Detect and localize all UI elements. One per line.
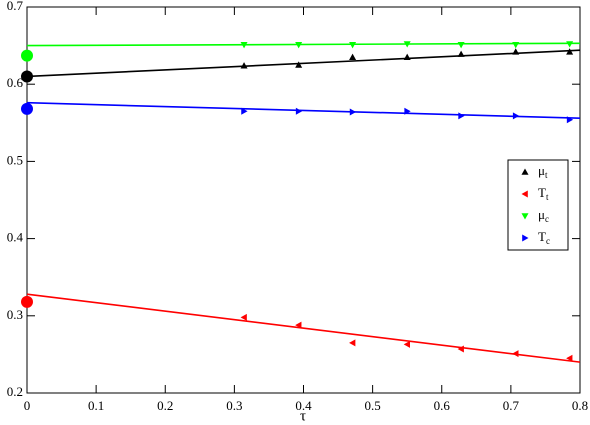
marker — [349, 108, 357, 116]
y-tick-label: 0.4 — [7, 230, 24, 245]
y-tick-label: 0.3 — [7, 307, 23, 322]
marker — [512, 112, 520, 120]
x-tick-label: 0.1 — [88, 398, 104, 413]
fit-line — [26, 42, 581, 47]
marker — [295, 321, 302, 329]
x-tick-label: 0.5 — [365, 398, 381, 413]
marker — [295, 61, 303, 68]
intercept-point — [21, 70, 33, 83]
marker — [457, 42, 465, 49]
marker — [241, 107, 248, 115]
x-tick-label: 0.8 — [572, 398, 588, 413]
marker — [512, 48, 520, 55]
legend-marker — [521, 213, 529, 220]
marker — [512, 42, 520, 49]
x-tick-label: 0 — [24, 398, 31, 413]
y-tick-label: 0.5 — [7, 152, 23, 167]
y-tick-label: 0.7 — [7, 0, 24, 13]
marker — [566, 116, 574, 124]
marker — [240, 42, 248, 49]
fit-line — [26, 101, 581, 119]
marker — [404, 107, 411, 115]
marker — [566, 48, 574, 55]
intercept-point — [21, 102, 33, 115]
marker — [349, 53, 357, 60]
legend-marker — [521, 168, 529, 175]
marker — [566, 41, 574, 48]
plot-frame — [26, 6, 581, 394]
x-tick-label: 0.2 — [157, 398, 173, 413]
marker — [240, 313, 247, 321]
marker — [566, 354, 573, 362]
x-tick-label: 0.3 — [226, 398, 242, 413]
x-tick-label: 0.7 — [503, 398, 520, 413]
marker — [458, 112, 465, 120]
legend-marker — [522, 234, 529, 242]
legend-marker — [521, 190, 528, 198]
marker — [403, 340, 410, 348]
legend-label: μc — [538, 207, 549, 224]
intercept-point — [21, 49, 33, 62]
marker — [403, 53, 411, 60]
fit-line — [26, 293, 581, 363]
x-axis-label: τ — [300, 408, 306, 424]
marker — [403, 41, 411, 48]
marker — [349, 42, 357, 49]
x-tick-label: 0.6 — [434, 398, 451, 413]
marker — [240, 62, 248, 69]
y-tick-label: 0.2 — [7, 384, 23, 399]
marker — [295, 107, 303, 115]
legend-box — [507, 159, 569, 251]
intercept-point — [21, 295, 33, 308]
legend-label: Tt — [538, 185, 549, 202]
marker — [457, 345, 464, 353]
y-tick-label: 0.6 — [7, 75, 24, 90]
marker — [349, 339, 356, 347]
marker — [295, 42, 303, 49]
x-tick-label: 0.4 — [295, 398, 312, 413]
marker — [457, 50, 465, 57]
marker — [512, 350, 519, 358]
fit-line — [26, 49, 581, 78]
legend-label: μt — [538, 163, 548, 180]
legend-label: Tc — [538, 229, 550, 246]
